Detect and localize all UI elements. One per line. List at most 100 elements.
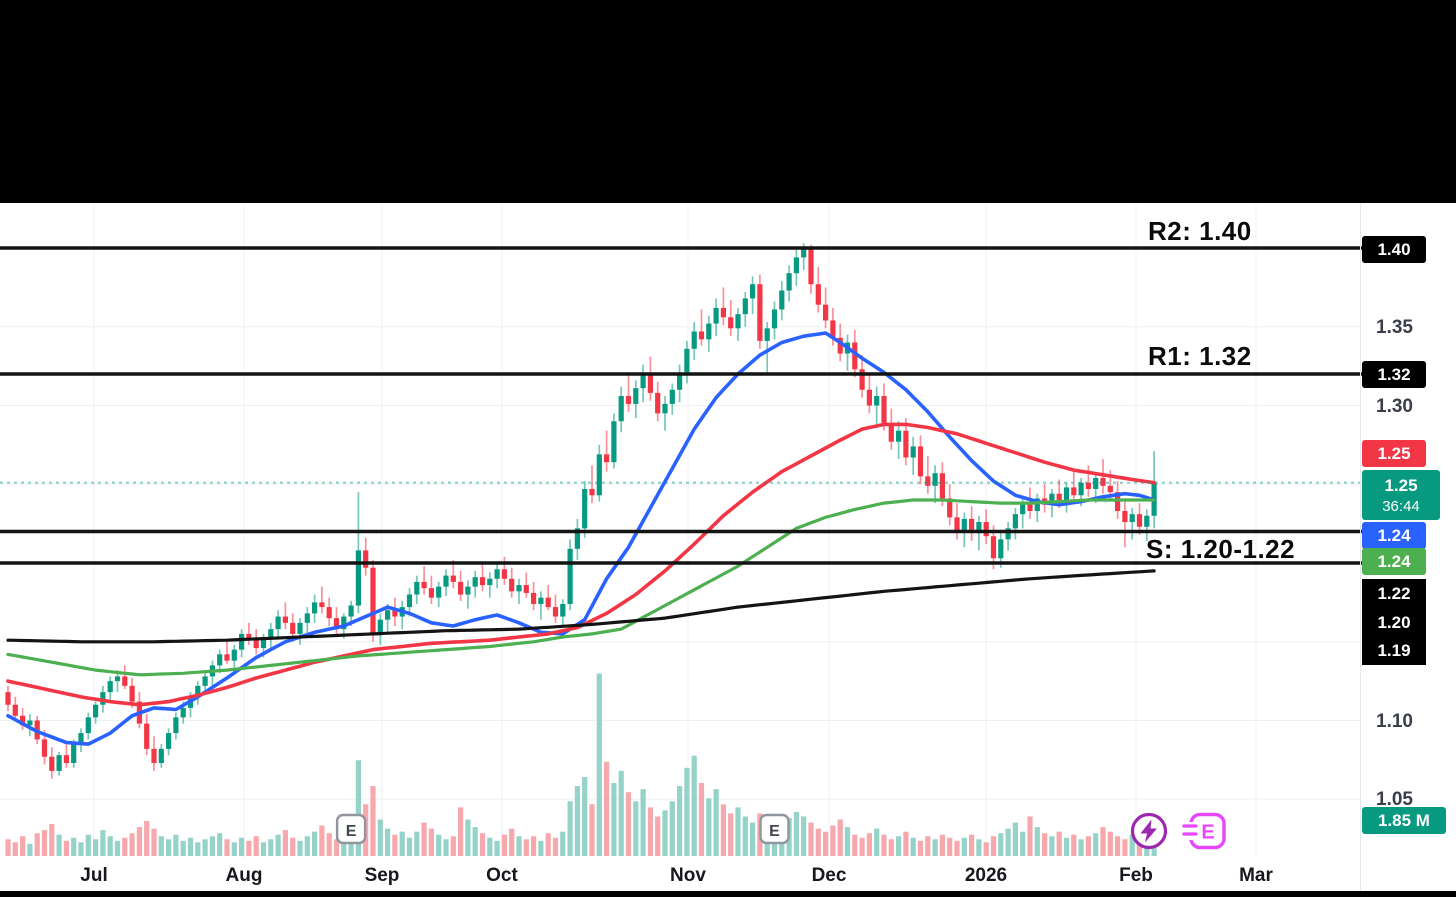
candle-up <box>465 586 471 595</box>
earnings-marker-letter: E <box>346 823 357 840</box>
volume-bar <box>443 839 449 856</box>
volume-bar <box>107 836 113 856</box>
candle-down <box>720 307 726 318</box>
candle-up <box>976 522 982 534</box>
candle-down <box>1100 477 1106 486</box>
volume-bar <box>582 776 588 856</box>
volume-bar <box>698 783 705 856</box>
volume-bar <box>158 836 164 856</box>
candle-up <box>1063 487 1070 500</box>
volume-bar <box>5 839 11 856</box>
volume-bar <box>166 839 172 856</box>
volume-bar <box>677 786 683 856</box>
support-zone-label: S: 1.20-1.22 <box>1146 534 1296 564</box>
candle-up <box>341 616 347 630</box>
x-axis-label-sep: Sep <box>364 865 400 886</box>
candle-up <box>100 692 106 705</box>
upcoming-earnings-icon[interactable]: E <box>1182 811 1228 851</box>
earnings-marker[interactable]: E <box>335 813 367 845</box>
candle-down <box>1056 493 1062 500</box>
x-axis-label-2026: 2026 <box>964 865 1008 886</box>
volume-bar <box>925 836 931 856</box>
x-axis-label-dec: Dec <box>811 865 847 886</box>
volume-bar <box>27 843 33 856</box>
volume-bar <box>881 834 887 856</box>
earnings-marker[interactable]: E <box>759 813 790 845</box>
volume-bar <box>552 837 559 856</box>
candle-up <box>793 257 799 274</box>
candle-down <box>129 685 135 702</box>
volume-bar <box>633 801 639 856</box>
candle-up <box>611 421 617 463</box>
candle-down <box>246 633 252 639</box>
flash-events-icon[interactable] <box>1128 810 1170 852</box>
volume-bar <box>808 822 814 856</box>
volume-bar <box>611 783 617 856</box>
candle-down <box>830 320 836 338</box>
volume-bar <box>574 786 580 856</box>
volume-bar <box>392 834 398 856</box>
candle-down <box>698 331 705 340</box>
candle-up <box>239 633 245 650</box>
candle-down <box>728 317 734 329</box>
candle-up <box>377 619 383 634</box>
candle-up <box>1012 514 1018 529</box>
volume-bar <box>239 837 245 856</box>
candle-down <box>63 755 69 764</box>
volume-bar <box>618 770 624 856</box>
candle-up <box>786 273 792 291</box>
volume-bar <box>487 837 493 856</box>
volume-bar <box>852 834 858 856</box>
candle-up <box>202 676 208 686</box>
volume-bar <box>428 828 434 856</box>
volume-bar <box>888 839 894 856</box>
volume-bar <box>1129 834 1135 856</box>
candle-down <box>1122 511 1128 523</box>
volume-bar <box>523 839 529 856</box>
candle-down <box>224 654 230 661</box>
volume-bar <box>538 840 544 856</box>
bottom-black-bar <box>0 891 1456 897</box>
volume-bar <box>20 836 26 856</box>
price-tag-1.32: 1.32 <box>1362 361 1426 388</box>
volume-bar <box>932 839 938 856</box>
long-ma-black-line <box>6 569 1156 644</box>
volume-bar <box>450 836 456 856</box>
candle-up <box>231 649 237 661</box>
candle-up <box>582 488 588 529</box>
volume-bar <box>406 837 413 856</box>
candle-up <box>78 733 84 745</box>
candle-down <box>954 517 960 532</box>
resistance-2-label: R2: 1.40 <box>1148 216 1252 246</box>
candle-down <box>917 446 924 477</box>
fast-ma-blue-line <box>6 331 1156 746</box>
volume-bar <box>1034 827 1040 856</box>
volume-bar <box>545 833 551 856</box>
candle-down <box>479 577 486 586</box>
volume-bar <box>1005 828 1011 856</box>
candle-up <box>538 597 544 604</box>
x-axis-label-aug: Aug <box>225 865 263 886</box>
volume-bar <box>728 813 734 856</box>
volume-bar <box>647 807 653 856</box>
candle-up <box>275 616 281 630</box>
volume-bar <box>969 834 975 856</box>
candle-down <box>881 396 887 423</box>
volume-tag: 1.85 M <box>1362 807 1446 834</box>
volume-bar <box>531 836 537 856</box>
x-axis-label-feb: Feb <box>1119 865 1153 886</box>
x-axis-label-jul: Jul <box>80 865 108 886</box>
volume-bar <box>333 839 340 856</box>
candle-up <box>560 603 566 617</box>
candle-up <box>217 654 223 666</box>
candle-down <box>370 567 376 634</box>
candle-down <box>501 569 507 579</box>
candle-down <box>866 389 872 406</box>
volume-bar <box>260 842 267 856</box>
volume-bar <box>231 842 237 856</box>
candle-up <box>742 298 748 315</box>
candle-down <box>983 522 989 537</box>
earnings-marker-box <box>335 813 367 845</box>
